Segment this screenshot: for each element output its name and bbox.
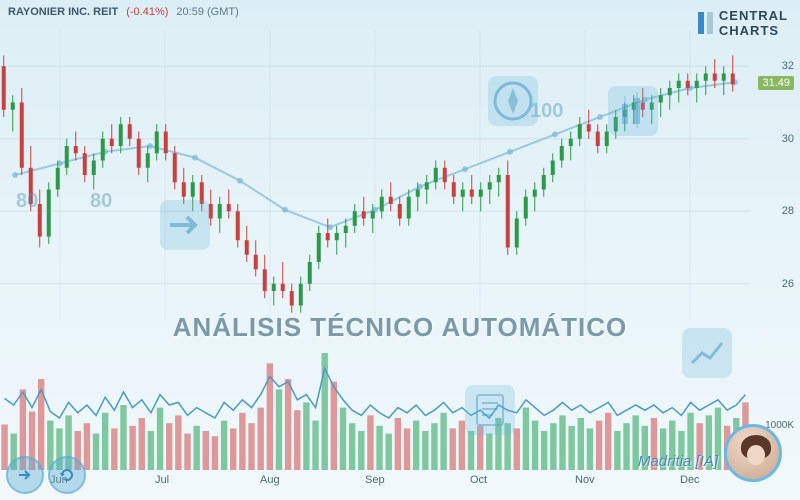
month-label: Sep bbox=[365, 474, 385, 486]
chart-header: RAYONIER INC. REIT (-0.41%) 20:59 (GMT) bbox=[8, 6, 239, 18]
month-label: Nov bbox=[575, 474, 595, 486]
price-tick: 28 bbox=[782, 205, 794, 217]
month-label: Dec bbox=[680, 474, 700, 486]
month-label: Oct bbox=[470, 474, 487, 486]
watermark-candle-icon bbox=[608, 86, 658, 136]
toolbar-refresh-icon[interactable] bbox=[48, 456, 86, 494]
month-x-axis: JunJulAugSepOctNovDec bbox=[0, 474, 750, 490]
assistant-name: Madritia [IA] bbox=[638, 453, 718, 470]
timestamp: 20:59 (GMT) bbox=[176, 6, 238, 18]
price-y-axis: 26 28 30 32 bbox=[754, 30, 794, 320]
month-label: Aug bbox=[260, 474, 280, 486]
price-candlestick-chart[interactable] bbox=[0, 30, 750, 320]
price-tick: 26 bbox=[782, 278, 794, 290]
watermark-arrow-icon bbox=[160, 200, 210, 250]
volume-chart[interactable]: 1000K bbox=[0, 340, 750, 470]
current-price-label: 31.49 bbox=[758, 76, 794, 90]
bottom-toolbar bbox=[6, 456, 86, 494]
toolbar-arrow-icon[interactable] bbox=[6, 456, 44, 494]
pct-change: (-0.41%) bbox=[126, 6, 168, 18]
month-label: Jul bbox=[155, 474, 169, 486]
watermark-number: 80 bbox=[16, 190, 38, 213]
overlay-title: ANÁLISIS TÉCNICO AUTOMÁTICO bbox=[0, 312, 800, 343]
price-tick: 30 bbox=[782, 133, 794, 145]
watermark-number: 80 bbox=[90, 190, 112, 213]
price-tick: 32 bbox=[782, 60, 794, 72]
watermark-chart-icon bbox=[682, 328, 732, 378]
watermark-compass-icon bbox=[488, 76, 538, 126]
logo-text-1: CENTRAL bbox=[719, 8, 788, 23]
ticker-name: RAYONIER INC. REIT bbox=[8, 6, 118, 18]
watermark-doc-icon bbox=[465, 385, 515, 435]
assistant-avatar[interactable] bbox=[724, 424, 782, 482]
